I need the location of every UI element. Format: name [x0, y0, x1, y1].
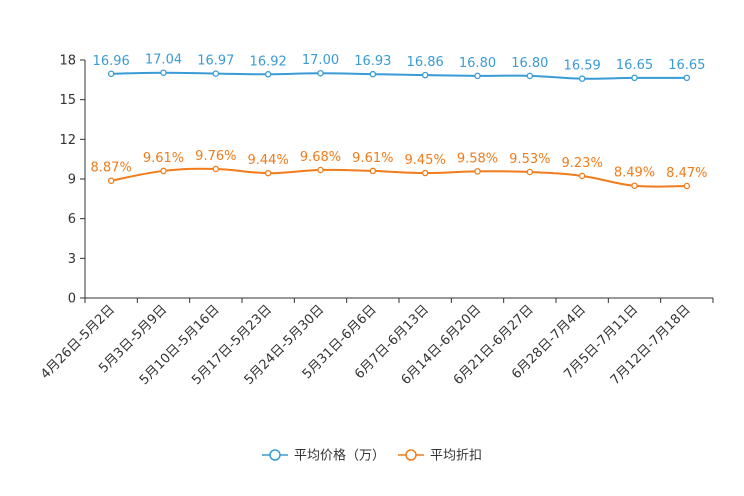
data-label: 16.65 — [668, 58, 705, 73]
axes-layer: 03691215184月26日-5月2日5月3日-5月9日5月10日-5月16日… — [38, 54, 714, 388]
data-label: 9.76% — [195, 149, 236, 164]
data-point[interactable] — [212, 165, 220, 173]
y-tick-label: 9 — [68, 173, 76, 188]
data-label: 9.61% — [352, 151, 393, 166]
data-label: 16.97 — [197, 54, 234, 69]
data-point[interactable] — [526, 168, 534, 176]
data-label: 9.68% — [300, 150, 341, 165]
data-point[interactable] — [631, 74, 638, 82]
data-point[interactable] — [317, 69, 324, 77]
data-point[interactable] — [474, 72, 481, 80]
data-label: 17.00 — [302, 53, 339, 68]
data-point[interactable] — [683, 74, 691, 82]
data-label: 9.23% — [562, 156, 603, 171]
y-tick-label: 0 — [68, 292, 76, 307]
data-point[interactable] — [107, 177, 115, 184]
data-label: 16.65 — [616, 58, 653, 73]
y-tick-label: 6 — [68, 212, 76, 227]
data-point[interactable] — [683, 182, 691, 190]
data-label: 9.44% — [248, 153, 289, 168]
series-line-avg-discount — [110, 167, 687, 188]
data-label: 16.80 — [511, 56, 548, 71]
data-label: 9.53% — [509, 152, 550, 167]
legend-item-avg-discount[interactable]: 平均折扣 — [398, 449, 482, 464]
data-point[interactable] — [578, 75, 586, 82]
data-point[interactable] — [369, 70, 377, 78]
data-point[interactable] — [160, 69, 167, 76]
y-tick-label: 3 — [68, 252, 76, 267]
data-label: 8.87% — [91, 161, 132, 176]
legend-item-avg-price[interactable]: 平均价格（万） — [262, 448, 385, 464]
data-point[interactable] — [421, 169, 429, 177]
data-label: 16.86 — [407, 55, 444, 70]
data-point[interactable] — [369, 167, 377, 175]
data-label: 16.80 — [459, 56, 496, 71]
data-point[interactable] — [264, 71, 272, 78]
data-point[interactable] — [474, 168, 481, 175]
legend-label: 平均折扣 — [430, 449, 482, 464]
legend-marker-icon — [405, 449, 417, 461]
legend[interactable]: 平均价格（万） 平均折扣 — [262, 448, 482, 464]
data-point[interactable] — [212, 70, 220, 77]
legend-marker-icon — [269, 449, 281, 461]
data-point[interactable] — [631, 182, 638, 189]
data-label: 17.04 — [145, 53, 182, 68]
data-label: 16.59 — [564, 59, 601, 74]
data-point[interactable] — [421, 71, 429, 79]
data-point[interactable] — [264, 169, 272, 177]
data-point[interactable] — [107, 70, 115, 78]
data-point[interactable] — [317, 166, 324, 174]
data-label: 9.61% — [143, 151, 184, 166]
data-label: 8.47% — [666, 166, 707, 181]
data-label: 8.49% — [614, 166, 655, 181]
data-labels-layer: 16.96 17.04 16.97 16.92 17.00 16.93 16.86 16.80… — [91, 53, 708, 181]
data-label: 16.92 — [250, 54, 287, 69]
y-tick-label: 18 — [59, 54, 76, 69]
y-tick-label: 15 — [59, 93, 76, 108]
y-tick-label: 12 — [59, 133, 76, 148]
data-point[interactable] — [160, 167, 167, 175]
data-point[interactable] — [578, 172, 586, 180]
data-label: 9.45% — [405, 153, 446, 168]
data-label: 9.58% — [457, 151, 498, 166]
legend-label: 平均价格（万） — [294, 448, 385, 464]
data-label: 16.96 — [93, 54, 130, 69]
series-line-avg-price — [111, 71, 687, 80]
series-layer — [107, 69, 691, 190]
data-point[interactable] — [526, 72, 534, 80]
data-label: 16.93 — [354, 54, 391, 69]
